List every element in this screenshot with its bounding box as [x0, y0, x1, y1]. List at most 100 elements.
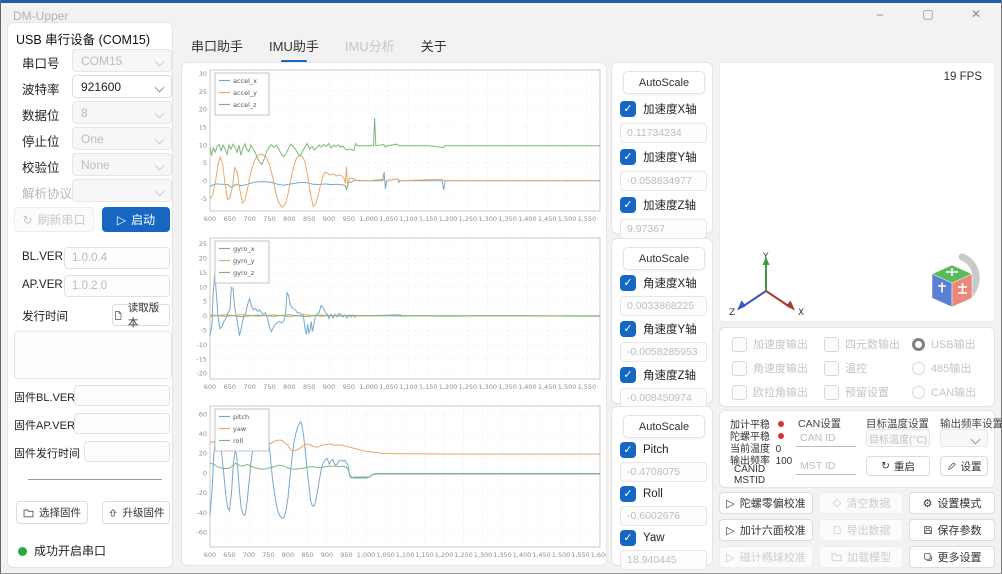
euler-output-checkbox[interactable]: 欧拉角输出 [732, 384, 808, 400]
freq-select[interactable] [940, 429, 988, 447]
attitude-3d-viewer[interactable]: 19 FPS Y Z X [719, 62, 995, 322]
clear-data-button[interactable]: 清空数据 [819, 492, 903, 514]
accel-z-value[interactable]: 9.97367 [620, 219, 707, 239]
roll-value[interactable]: -0.6002676 [620, 506, 707, 526]
quaternion-output-checkbox[interactable]: 四元数输出 [824, 336, 900, 352]
release-row: 发行时间 读取版本 [8, 304, 180, 328]
protocol-select[interactable] [72, 179, 172, 202]
accel-output-checkbox[interactable]: 加速度输出 [732, 336, 808, 352]
load-model-button[interactable]: 加载模型 [819, 546, 903, 568]
fw-blver-input[interactable] [74, 385, 170, 406]
euler-autoscale-button[interactable]: AutoScale [623, 415, 705, 438]
parity-select[interactable]: None [72, 153, 172, 176]
dm-upper-window: DM-Upper – ▢ ✕ USB 串行设备 (COM15) 串口号 COM1… [0, 0, 1002, 574]
radio-selected-icon[interactable] [912, 338, 925, 351]
baud-select[interactable]: 921600 [72, 75, 172, 98]
svg-text:-20: -20 [196, 489, 207, 497]
accel-z-checkbox-row[interactable]: ✓加速度Z轴 [620, 197, 696, 213]
svg-text:650: 650 [224, 383, 236, 391]
checkbox-checked-icon[interactable]: ✓ [620, 275, 636, 291]
apver-input[interactable]: 1.0.2.0 [64, 275, 170, 297]
checkbox-unchecked-icon[interactable] [824, 385, 839, 400]
checkbox-unchecked-icon[interactable] [732, 361, 747, 376]
can-output-radio[interactable]: CAN输出 [912, 384, 976, 400]
checkbox-checked-icon[interactable]: ✓ [620, 367, 636, 383]
checkbox-checked-icon[interactable]: ✓ [620, 530, 636, 546]
gyro-z-checkbox-row[interactable]: ✓角速度Z轴 [620, 367, 696, 383]
start-button[interactable]: ▷启动 [102, 207, 170, 232]
maximize-button[interactable]: ▢ [911, 4, 945, 24]
port-select[interactable]: COM15 [72, 49, 172, 72]
gyro-y-value[interactable]: -0.0058285953 [620, 342, 707, 362]
minimize-button[interactable]: – [863, 4, 897, 24]
tab-serial-assistant[interactable]: 串口助手 [191, 36, 243, 61]
pitch-checkbox-row[interactable]: ✓Pitch [620, 442, 669, 458]
gyro-x-value[interactable]: 0.0033868225 [620, 296, 707, 316]
accel-chart[interactable]: 6006507007508008509009501,0001,0501,1001… [184, 65, 606, 231]
save-params-button[interactable]: 保存参数 [909, 519, 995, 541]
temp-control-checkbox[interactable]: 温控 [824, 360, 867, 376]
checkbox-unchecked-icon[interactable] [824, 337, 839, 352]
document-icon [113, 310, 123, 321]
rs485-output-radio[interactable]: 485输出 [912, 360, 971, 376]
close-button[interactable]: ✕ [959, 4, 993, 24]
set-button[interactable]: 设置 [940, 456, 988, 476]
read-version-button[interactable]: 读取版本 [112, 304, 170, 326]
checkbox-checked-icon[interactable]: ✓ [620, 321, 636, 337]
accel-y-value[interactable]: -0.058834977 [620, 171, 707, 191]
tab-imu-analysis[interactable]: IMU分析 [345, 36, 395, 61]
pitch-value[interactable]: -0.4708075 [620, 462, 707, 482]
checkbox-unchecked-icon[interactable] [732, 337, 747, 352]
checkbox-unchecked-icon[interactable] [824, 361, 839, 376]
checkbox-checked-icon[interactable]: ✓ [620, 442, 636, 458]
accel-y-checkbox-row[interactable]: ✓加速度Y轴 [620, 149, 697, 165]
accel-x-checkbox-row[interactable]: ✓加速度X轴 [620, 101, 697, 117]
blver-input[interactable]: 1.0.0.4 [64, 247, 170, 269]
more-settings-button[interactable]: 更多设置 [909, 546, 995, 568]
fw-release-input[interactable] [84, 441, 170, 462]
yaw-value[interactable]: 18.940445 [620, 550, 707, 570]
accel-x-value[interactable]: 0.11734234 [620, 123, 707, 143]
checkbox-checked-icon[interactable]: ✓ [620, 101, 636, 117]
gyro-output-checkbox[interactable]: 角速度输出 [732, 360, 808, 376]
refresh-serial-button[interactable]: ↻刷新串口 [14, 207, 94, 232]
roll-checkbox-row[interactable]: ✓Roll [620, 486, 663, 502]
version-info-textarea[interactable] [14, 331, 172, 379]
radio-icon[interactable] [912, 386, 925, 399]
tab-about[interactable]: 关于 [421, 36, 447, 61]
reserved-setting-checkbox[interactable]: 预留设置 [824, 384, 889, 400]
play-icon: ▷ [117, 213, 126, 227]
output-freq-value: 100 [776, 456, 793, 467]
euler-chart[interactable]: 6006507007508008509009501,0001,0501,1001… [184, 401, 606, 567]
fw-apver-input[interactable] [74, 413, 170, 434]
can-id-input[interactable]: CAN ID [796, 429, 856, 447]
settings-mode-button[interactable]: ⚙设置模式 [909, 492, 995, 514]
svg-text:1,050: 1,050 [379, 215, 398, 223]
select-firmware-button[interactable]: 选择固件 [16, 501, 88, 524]
checkbox-unchecked-icon[interactable] [732, 385, 747, 400]
gyro-y-checkbox-row[interactable]: ✓角速度Y轴 [620, 321, 697, 337]
gyro-chart[interactable]: 6006507007508008509009501,0001,0501,1001… [184, 233, 606, 399]
gyro-zero-calibration-button[interactable]: ▷陀螺零偏校准 [719, 492, 813, 514]
restart-button[interactable]: ↻重启 [866, 456, 930, 476]
usb-output-radio[interactable]: USB输出 [912, 336, 976, 352]
serial-row-protocol: 解析协议 [8, 179, 180, 203]
gyro-x-checkbox-row[interactable]: ✓角速度X轴 [620, 275, 697, 291]
tab-imu-assistant[interactable]: IMU助手 [269, 36, 319, 61]
accel-autoscale-button[interactable]: AutoScale [623, 71, 705, 94]
upgrade-firmware-button[interactable]: 升级固件 [102, 501, 170, 524]
mag-ellipsoid-calibration-button[interactable]: ▷磁计椭球校准 [719, 546, 813, 568]
gyro-autoscale-button[interactable]: AutoScale [623, 247, 705, 270]
yaw-checkbox-row[interactable]: ✓Yaw [620, 530, 665, 546]
export-data-button[interactable]: 导出数据 [819, 519, 903, 541]
checkbox-checked-icon[interactable]: ✓ [620, 197, 636, 213]
checkbox-checked-icon[interactable]: ✓ [620, 486, 636, 502]
databits-select[interactable]: 8 [72, 101, 172, 124]
stopbits-select[interactable]: One [72, 127, 172, 150]
gyro-z-value[interactable]: -0.008450974 [620, 388, 707, 408]
checkbox-checked-icon[interactable]: ✓ [620, 149, 636, 165]
mst-id-input[interactable]: MST ID [796, 457, 856, 475]
accel-six-face-calibration-button[interactable]: ▷加计六面校准 [719, 519, 813, 541]
radio-icon[interactable] [912, 362, 925, 375]
target-temp-input[interactable]: 目标温度(°C) [866, 429, 930, 447]
